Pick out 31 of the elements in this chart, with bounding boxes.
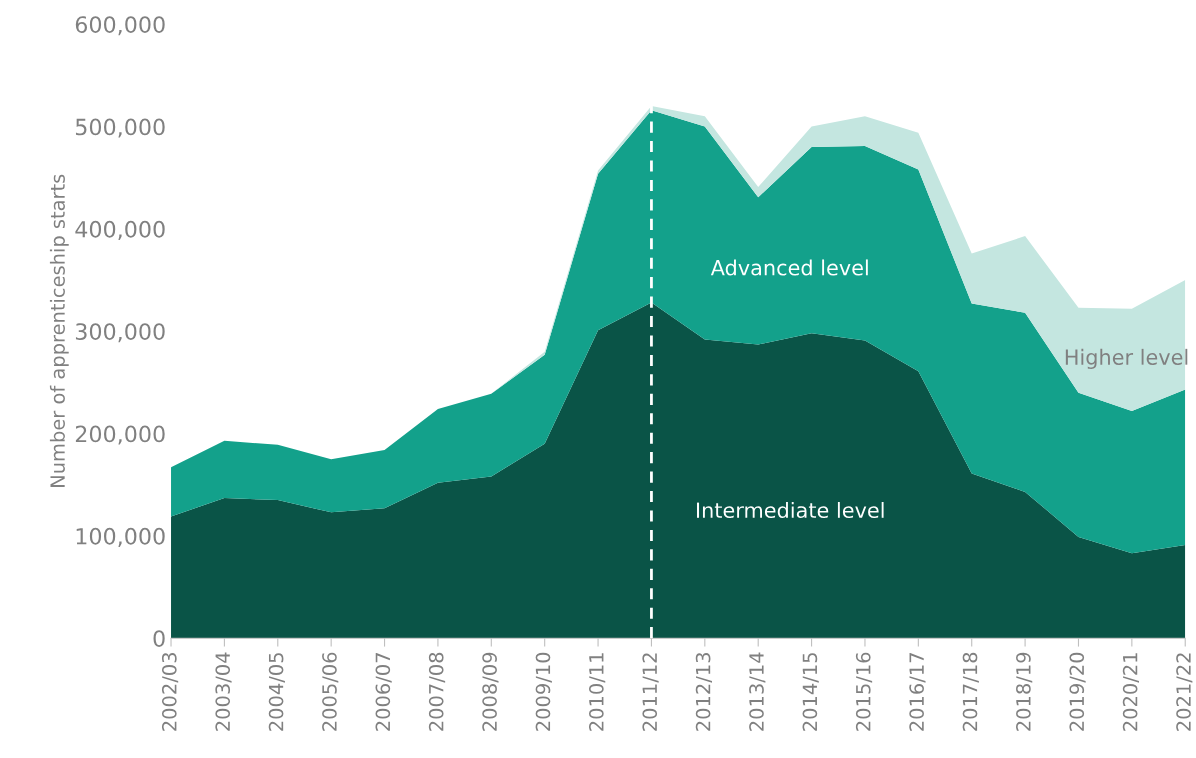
y-axis-title: Number of apprenticeship starts xyxy=(49,174,69,487)
x-tick-label: 2006/07 xyxy=(375,653,392,731)
y-tick-label: 100,000 xyxy=(76,527,165,547)
y-tick-label: 400,000 xyxy=(75,220,165,240)
x-tick-label: 2013/14 xyxy=(749,652,766,731)
x-tick-label: 2009/10 xyxy=(535,652,552,731)
x-tick-label: 2020/21 xyxy=(1122,653,1140,731)
x-tick-label: 2016/17 xyxy=(909,653,926,731)
x-tick-label: 2019/20 xyxy=(1069,652,1086,731)
x-tick-label: 2018/19 xyxy=(1016,652,1033,731)
x-tick-label: 2010/11 xyxy=(589,653,606,731)
x-tick-label: 2008/09 xyxy=(482,652,499,731)
x-tick-label: 2011/12 xyxy=(642,653,659,731)
series-label: Intermediate level xyxy=(696,501,884,519)
y-tick-label: 600,000 xyxy=(75,16,165,36)
x-tick-label: 2014/15 xyxy=(802,653,819,731)
series-label: Advanced level xyxy=(710,259,868,276)
x-tick-label: 2002/03 xyxy=(161,652,179,731)
x-tick-label: 2005/06 xyxy=(322,652,339,731)
series-label: Higher level xyxy=(1065,348,1188,370)
x-tick-label: 2017/18 xyxy=(962,652,979,731)
x-tick-label: 2021/22 xyxy=(1176,653,1193,731)
x-tick-label: 2003/04 xyxy=(215,652,232,731)
x-tick-label: 2007/08 xyxy=(428,652,446,731)
y-tick-label: 500,000 xyxy=(75,118,165,138)
y-tick-label: 200,000 xyxy=(75,425,165,445)
y-tick-label: 300,000 xyxy=(75,323,165,343)
y-tick-label: 0 xyxy=(153,630,165,647)
x-tick-label: 2012/13 xyxy=(695,652,712,731)
x-tick-label: 2015/16 xyxy=(855,652,873,731)
x-tick-label: 2004/05 xyxy=(268,653,285,731)
